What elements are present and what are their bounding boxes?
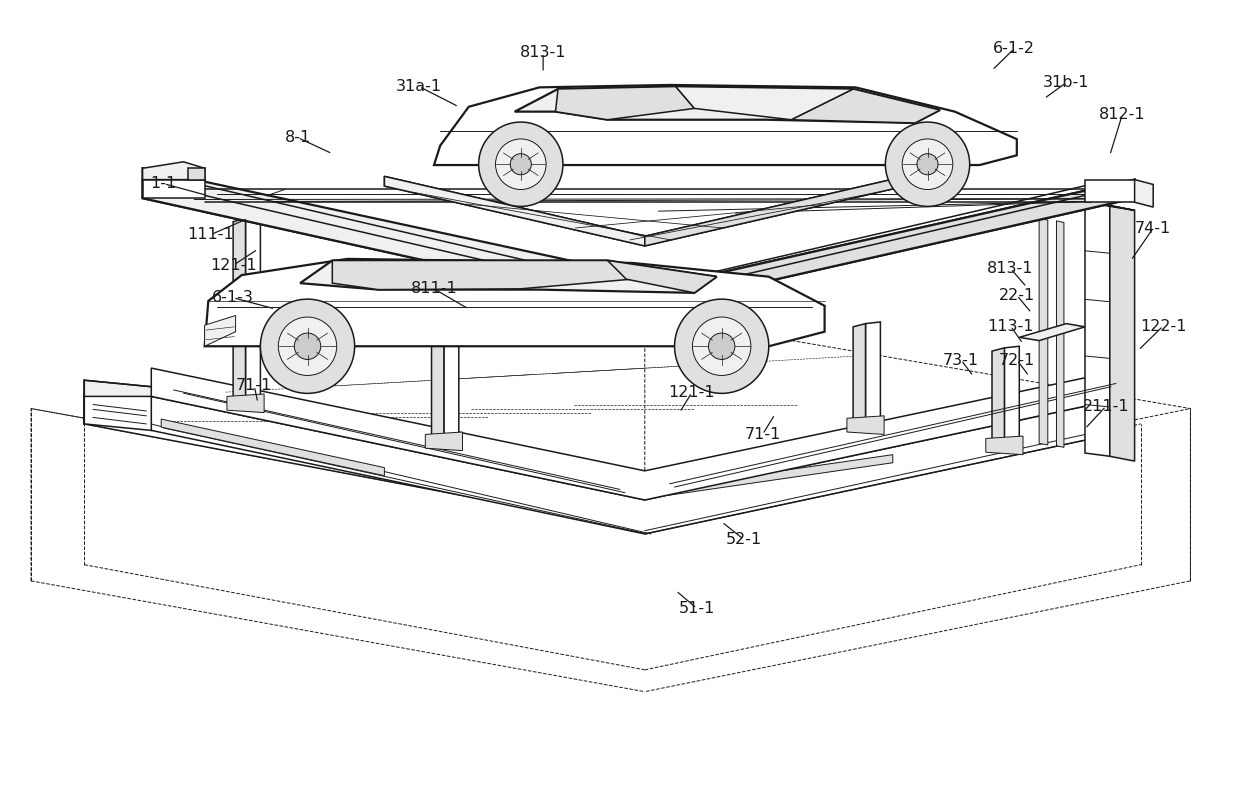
Polygon shape <box>645 176 905 246</box>
Polygon shape <box>300 260 717 293</box>
Text: 812-1: 812-1 <box>1099 108 1146 122</box>
Text: 8-1: 8-1 <box>284 130 311 145</box>
Text: 6-1-2: 6-1-2 <box>993 41 1035 56</box>
Polygon shape <box>151 368 1131 500</box>
Polygon shape <box>1056 221 1064 447</box>
Text: 31a-1: 31a-1 <box>396 79 443 94</box>
Text: 811-1: 811-1 <box>410 282 458 296</box>
Polygon shape <box>853 324 866 430</box>
Text: 31b-1: 31b-1 <box>1043 75 1090 90</box>
Polygon shape <box>791 89 940 123</box>
Polygon shape <box>866 322 880 426</box>
Polygon shape <box>1110 205 1135 461</box>
Polygon shape <box>556 87 694 120</box>
Polygon shape <box>84 390 151 430</box>
Polygon shape <box>161 419 384 476</box>
Circle shape <box>294 333 321 359</box>
Text: 22-1: 22-1 <box>998 288 1035 303</box>
Polygon shape <box>1085 202 1135 210</box>
Text: 122-1: 122-1 <box>1140 319 1187 333</box>
Polygon shape <box>1004 346 1019 447</box>
Polygon shape <box>1085 202 1110 456</box>
Circle shape <box>496 139 546 189</box>
Text: 121-1: 121-1 <box>668 385 715 400</box>
Text: 71-1: 71-1 <box>744 427 781 442</box>
Circle shape <box>885 122 970 206</box>
Text: 6-1-3: 6-1-3 <box>212 290 254 305</box>
Polygon shape <box>1066 194 1085 209</box>
Polygon shape <box>84 380 151 396</box>
Polygon shape <box>151 396 1131 534</box>
Text: 813-1: 813-1 <box>520 45 567 60</box>
Polygon shape <box>332 260 632 290</box>
Text: 71-1: 71-1 <box>236 379 273 393</box>
Circle shape <box>903 139 952 189</box>
Polygon shape <box>986 436 1023 455</box>
Polygon shape <box>143 180 1135 309</box>
Circle shape <box>260 299 355 393</box>
Polygon shape <box>515 87 940 123</box>
Circle shape <box>918 154 937 175</box>
Polygon shape <box>143 162 205 180</box>
Polygon shape <box>384 176 645 246</box>
Polygon shape <box>143 168 205 198</box>
Polygon shape <box>434 85 1017 165</box>
Polygon shape <box>847 416 884 434</box>
Text: 113-1: 113-1 <box>987 319 1034 333</box>
Polygon shape <box>676 87 853 120</box>
Text: 813-1: 813-1 <box>987 261 1034 276</box>
Circle shape <box>479 122 563 206</box>
Polygon shape <box>227 394 264 413</box>
Polygon shape <box>233 218 246 408</box>
Polygon shape <box>670 455 893 495</box>
Polygon shape <box>425 432 463 451</box>
Text: 72-1: 72-1 <box>998 353 1035 367</box>
Circle shape <box>510 154 531 175</box>
Polygon shape <box>1039 218 1048 445</box>
Circle shape <box>278 317 337 375</box>
Text: 111-1: 111-1 <box>187 227 234 242</box>
Polygon shape <box>384 176 905 246</box>
Circle shape <box>675 299 769 393</box>
Text: 51-1: 51-1 <box>678 601 715 616</box>
Text: 74-1: 74-1 <box>1135 221 1172 235</box>
Polygon shape <box>608 260 717 293</box>
Polygon shape <box>84 396 645 530</box>
Polygon shape <box>444 263 459 443</box>
Circle shape <box>708 333 735 359</box>
Text: 73-1: 73-1 <box>942 353 980 367</box>
Polygon shape <box>188 168 205 180</box>
Text: 1-1: 1-1 <box>150 176 177 191</box>
Text: 211-1: 211-1 <box>1083 399 1130 413</box>
Text: 52-1: 52-1 <box>725 532 763 547</box>
Circle shape <box>692 317 751 375</box>
Text: 121-1: 121-1 <box>210 258 257 273</box>
Polygon shape <box>143 180 205 198</box>
Polygon shape <box>1019 324 1085 341</box>
Polygon shape <box>432 265 444 446</box>
Polygon shape <box>246 216 260 404</box>
Polygon shape <box>205 316 236 346</box>
Polygon shape <box>1085 180 1135 202</box>
Polygon shape <box>205 259 825 346</box>
Polygon shape <box>645 180 1135 309</box>
Polygon shape <box>992 348 1004 450</box>
Polygon shape <box>1135 180 1153 207</box>
Polygon shape <box>143 168 645 309</box>
